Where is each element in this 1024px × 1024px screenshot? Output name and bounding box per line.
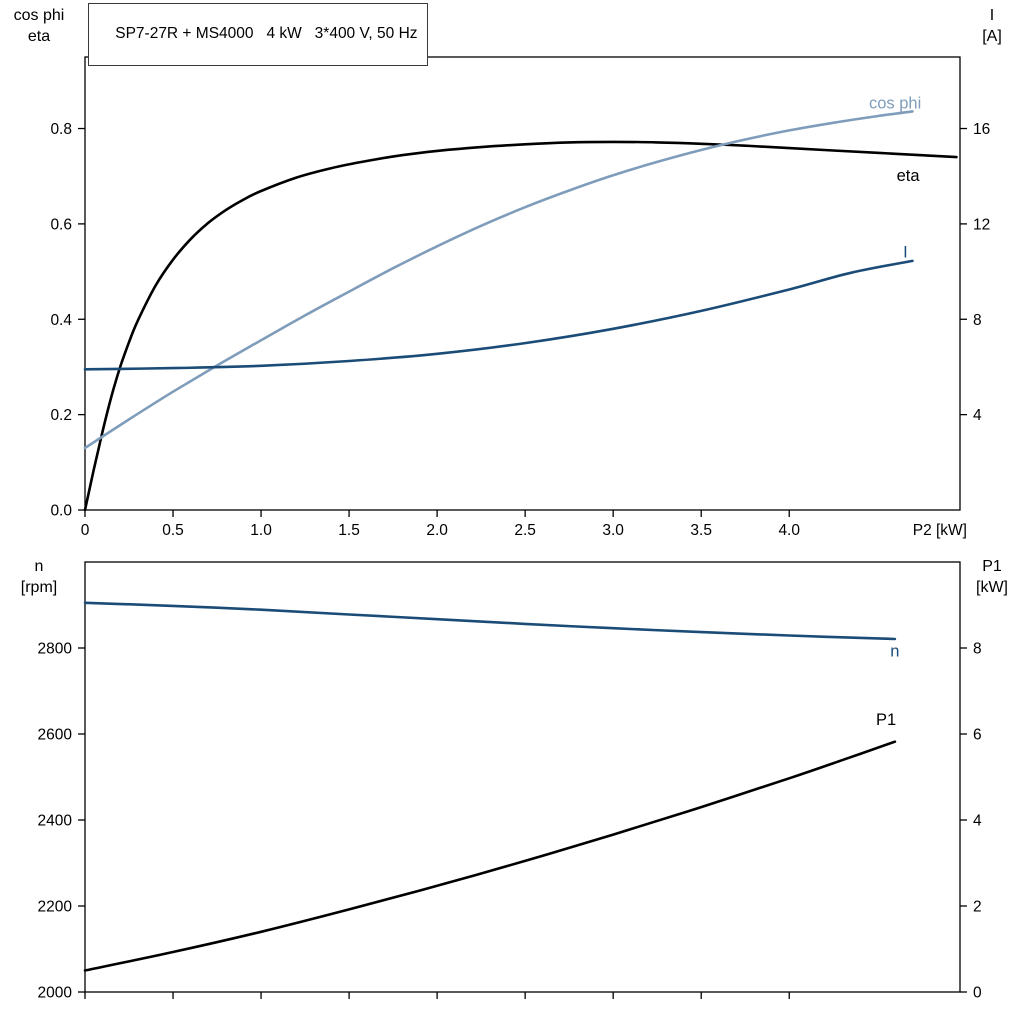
x-tick-label: 2.0 <box>426 522 448 539</box>
current-axis-header-symbol: I <box>989 7 995 24</box>
series-current-label: I <box>903 244 908 262</box>
series-p1-label: P1 <box>876 711 896 729</box>
left-tick-label: 2200 <box>38 899 73 916</box>
right-tick-label: 4 <box>973 407 982 424</box>
speed-power-chart: 2000 2200 2400 2600 2800 0 2 4 6 8 n P1 <box>38 561 982 1002</box>
series-p1-curve <box>83 740 897 972</box>
p1-axis-header-symbol: P1 <box>982 558 1002 575</box>
x-axis-label: P2 [kW] <box>913 522 967 539</box>
p1-axis-header: P1 [kW] <box>960 556 1024 598</box>
left-tick-label: 2600 <box>38 727 73 744</box>
x-tick-label: 3.0 <box>602 522 624 539</box>
x-tick-label: 4.0 <box>778 522 800 539</box>
right-tick-label: 4 <box>973 813 982 830</box>
right-tick-label: 8 <box>973 641 982 658</box>
x-tick-label: 0.5 <box>162 522 184 539</box>
right-tick-label: 8 <box>973 312 982 329</box>
speed-power-plot-border <box>84 561 961 993</box>
right-tick-label: 6 <box>973 727 982 744</box>
electrical-chart: 0 0.5 1.0 1.5 2.0 2.5 3.0 3.5 4.0 P2 [kW] 0.0 0.2 0.… <box>50 56 990 539</box>
speed-axis-header-unit: [rpm] <box>20 579 58 596</box>
cos-phi-axis-header: cos phi <box>13 7 65 24</box>
right-tick-label: 12 <box>973 216 990 233</box>
current-axis-header: I [A] <box>960 5 1024 47</box>
left-tick-label: 0.8 <box>50 121 72 138</box>
series-cos-phi-label: cos phi <box>869 95 921 113</box>
series-speed-label: n <box>890 642 899 660</box>
left-tick-label: 0.0 <box>50 503 72 520</box>
electrical-plot-border <box>84 56 961 511</box>
current-axis-header-unit: [A] <box>982 28 1002 45</box>
x-tick-label: 0 <box>81 522 90 539</box>
speed-axis-header: n [rpm] <box>0 556 78 598</box>
right-tick-label: 16 <box>973 121 990 138</box>
x-tick-label: 1.0 <box>250 522 272 539</box>
series-eta-label: eta <box>897 167 921 185</box>
series-speed-curve <box>83 601 897 641</box>
top-left-axis-header: cos phi eta <box>0 5 78 47</box>
speed-axis-header-symbol: n <box>34 558 44 575</box>
p1-axis-header-unit: [kW] <box>976 579 1008 596</box>
right-tick-label: 2 <box>973 899 982 916</box>
right-tick-label: 0 <box>973 985 982 1002</box>
x-tick-label: 1.5 <box>338 522 360 539</box>
left-tick-label: 0.4 <box>50 312 72 329</box>
chart-title: SP7-27R + MS4000 4 kW 3*400 V, 50 Hz <box>115 25 418 42</box>
left-tick-label: 0.2 <box>50 407 72 424</box>
series-cos-phi-curve <box>83 110 914 450</box>
left-tick-label: 0.6 <box>50 216 72 233</box>
x-tick-label: 3.5 <box>690 522 712 539</box>
left-tick-label: 2000 <box>38 985 73 1002</box>
series-eta-curve <box>83 140 958 512</box>
series-current-curve <box>83 259 914 371</box>
eta-axis-header: eta <box>27 28 51 45</box>
x-tick-label: 2.5 <box>514 522 536 539</box>
left-tick-label: 2400 <box>38 813 73 830</box>
chart-title-box: SP7-27R + MS4000 4 kW 3*400 V, 50 Hz <box>88 3 428 66</box>
left-tick-label: 2800 <box>38 641 73 658</box>
